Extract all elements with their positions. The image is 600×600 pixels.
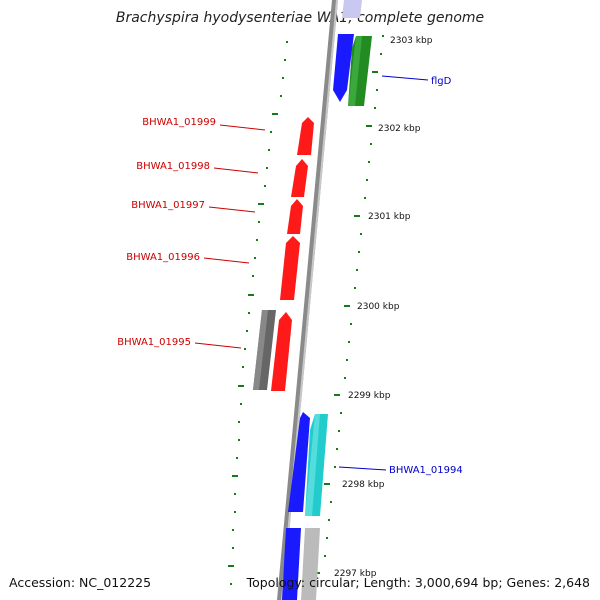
gene-bhwa1-01997[interactable] [287,199,303,234]
scale-label: 2303 kbp [390,36,433,46]
leader-line [203,257,250,264]
gene-label-flgd[interactable]: flgD [431,76,452,87]
genome-summary-text: Topology: circular; Length: 3,000,694 bp… [246,575,590,590]
map-title: Brachyspira hyodysenteriae WA1, complete… [115,10,485,26]
gene-bhwa1-01994-shade[interactable] [305,414,320,516]
scale-label: 2300 kbp [357,302,400,312]
gene-top-blue-reverse[interactable] [333,34,354,102]
gene-grey-shade[interactable] [253,310,268,390]
gene-bottom-blue[interactable] [282,528,301,600]
gene-flgd-shade[interactable] [348,36,362,106]
gene-label-bhwa1-01997[interactable]: BHWA1_01997 [131,200,205,211]
gene-top-lightblue[interactable] [342,0,362,18]
gene-label-bhwa1-01999[interactable]: BHWA1_01999 [142,117,216,128]
leader-line [338,466,387,471]
gene-label-bhwa1-01995[interactable]: BHWA1_01995 [117,337,191,348]
gene-bhwa1-01995[interactable] [271,312,292,391]
scale-label: 2298 kbp [342,480,385,490]
scale-label: 2297 kbp [334,569,377,579]
leader-line [194,342,242,349]
gene-bhwa1-01998[interactable] [291,159,308,197]
accession-text: Accession: NC_012225 [9,575,152,590]
gene-label-bhwa1-01996[interactable]: BHWA1_01996 [126,252,200,263]
left-ticks [228,41,288,585]
gene-label-bhwa1-01998[interactable]: BHWA1_01998 [136,161,210,172]
scale-label: 2299 kbp [348,391,391,401]
gene-bhwa1-01996[interactable] [280,236,300,300]
leader-line [219,124,266,131]
scale-label: 2302 kbp [378,124,421,134]
gene-bhwa1-01999[interactable] [297,117,314,155]
gene-bottom-light[interactable] [301,528,320,600]
gene-blue-forward[interactable] [288,412,310,512]
leader-line [208,206,256,213]
leader-line [213,167,259,174]
backbone-highlight [281,0,338,600]
scale-label: 2301 kbp [368,212,411,222]
leader-line [381,75,429,81]
gene-label-bhwa1-01994[interactable]: BHWA1_01994 [389,465,463,476]
